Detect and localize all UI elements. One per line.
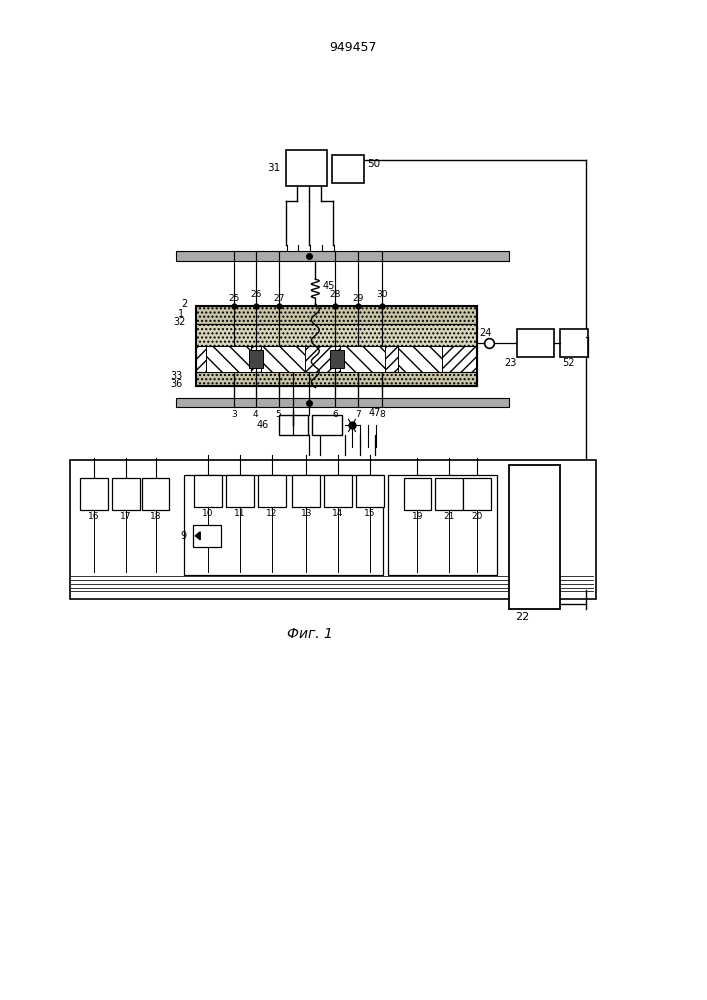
Text: 3: 3	[231, 410, 237, 419]
Bar	[584, 137, 586, 589]
Bar	[330, 350, 344, 368]
Bar	[185, 475, 382, 575]
Text: 47: 47	[368, 408, 381, 418]
Text: 21: 21	[443, 512, 455, 521]
Text: 17: 17	[120, 512, 132, 521]
Bar	[509, 465, 561, 609]
Text: 29: 29	[352, 294, 363, 303]
Bar	[279, 415, 308, 435]
Text: 7: 7	[355, 410, 361, 419]
Text: 50: 50	[367, 159, 380, 169]
Text: 26: 26	[250, 290, 262, 299]
Bar	[356, 475, 384, 507]
Bar	[517, 329, 554, 357]
Bar	[261, 346, 305, 372]
Bar	[206, 346, 251, 372]
Text: 5: 5	[276, 410, 281, 419]
Text: 1: 1	[178, 309, 185, 319]
Text: 14: 14	[332, 509, 344, 518]
Bar	[112, 478, 140, 510]
Text: 13: 13	[300, 509, 312, 518]
Text: 27: 27	[273, 294, 284, 303]
Text: 2: 2	[181, 299, 187, 309]
Bar	[197, 324, 477, 346]
Bar	[80, 478, 108, 510]
Bar	[463, 478, 491, 510]
Text: 28: 28	[329, 290, 341, 299]
Text: 11: 11	[234, 509, 245, 518]
Bar	[197, 372, 477, 386]
Text: 6: 6	[332, 410, 338, 419]
Bar	[177, 251, 509, 261]
Text: 36: 36	[170, 379, 182, 389]
Text: 20: 20	[472, 512, 483, 521]
Text: 23: 23	[505, 358, 517, 368]
Text: 24: 24	[479, 328, 491, 338]
Text: 45: 45	[323, 281, 335, 291]
Text: 46: 46	[257, 420, 269, 430]
Text: 10: 10	[202, 509, 214, 518]
Text: 25: 25	[228, 294, 240, 303]
Bar	[258, 475, 286, 507]
Bar	[226, 475, 254, 507]
Text: 52: 52	[562, 358, 575, 368]
Text: 32: 32	[173, 317, 185, 327]
Bar	[325, 475, 352, 507]
Bar	[249, 350, 263, 368]
Text: 12: 12	[266, 509, 277, 518]
Text: 22: 22	[515, 612, 530, 622]
Bar	[404, 478, 431, 510]
Text: 31: 31	[267, 163, 280, 173]
Text: 9: 9	[180, 531, 187, 541]
Text: 30: 30	[376, 290, 387, 299]
Bar	[197, 306, 477, 324]
Text: 33: 33	[170, 371, 182, 381]
Bar	[312, 415, 342, 435]
Bar	[397, 346, 443, 372]
Text: 949457: 949457	[329, 41, 377, 54]
Bar	[561, 329, 588, 357]
Polygon shape	[195, 532, 200, 540]
Bar	[194, 475, 222, 507]
Bar	[387, 475, 497, 575]
Text: 8: 8	[379, 410, 385, 419]
Bar	[286, 150, 327, 186]
Bar	[436, 478, 463, 510]
Bar	[177, 398, 509, 407]
Text: 19: 19	[411, 512, 423, 521]
Bar	[197, 346, 477, 372]
Bar	[70, 460, 596, 599]
Bar	[293, 475, 320, 507]
Text: 4: 4	[253, 410, 259, 419]
Text: 15: 15	[364, 509, 375, 518]
Text: 18: 18	[150, 512, 161, 521]
Bar	[340, 346, 385, 372]
Bar	[141, 478, 170, 510]
Text: 16: 16	[88, 512, 100, 521]
Text: Фиг. 1: Фиг. 1	[288, 627, 333, 641]
Bar	[193, 525, 221, 547]
Bar	[332, 155, 364, 183]
Bar	[197, 306, 477, 386]
